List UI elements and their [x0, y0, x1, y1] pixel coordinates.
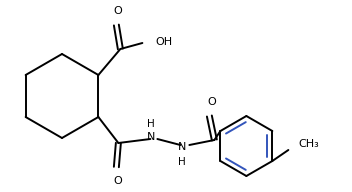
Text: O: O	[113, 6, 122, 16]
Text: H: H	[178, 157, 186, 167]
Text: O: O	[207, 97, 216, 107]
Text: OH: OH	[155, 37, 172, 47]
Text: H: H	[147, 119, 155, 129]
Text: CH₃: CH₃	[298, 139, 319, 149]
Text: N: N	[147, 132, 156, 142]
Text: O: O	[113, 176, 122, 186]
Text: N: N	[178, 142, 187, 152]
